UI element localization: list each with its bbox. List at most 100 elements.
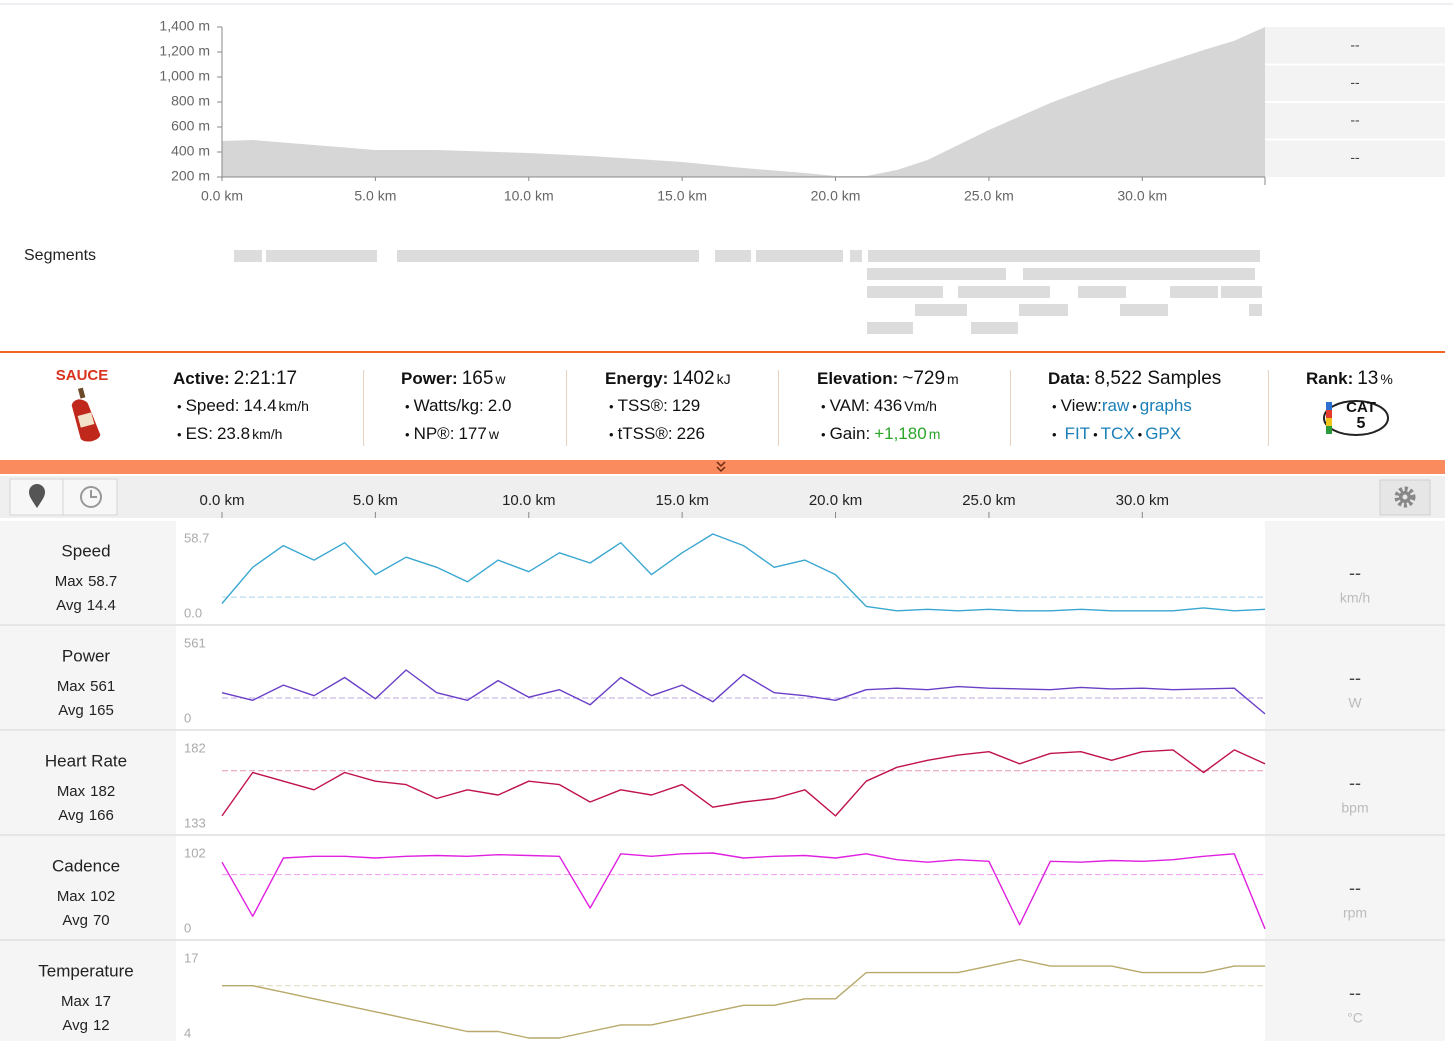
item-label: Watts/kg:: [413, 396, 484, 415]
segment[interactable]: [868, 250, 1260, 262]
item-value: 436: [873, 396, 903, 415]
y-tick-label: 58.7: [184, 530, 209, 545]
stream-max: Max 58.7: [55, 573, 118, 590]
stat-label: Active:: [173, 369, 230, 388]
item-label: tTSS®:: [617, 424, 673, 443]
segment[interactable]: [867, 286, 943, 298]
side-value: --: [1350, 149, 1360, 165]
stream-side-panel: [1265, 521, 1445, 625]
y-tick-label: 1,200 m: [159, 43, 210, 59]
max-label: Max: [61, 993, 90, 1010]
segment[interactable]: [1023, 268, 1255, 280]
side-unit: bpm: [1341, 800, 1368, 816]
segment[interactable]: [850, 250, 862, 262]
max-value: 17: [94, 993, 111, 1010]
max-value: 182: [90, 783, 115, 800]
stat-value: 2:21:17: [233, 368, 298, 389]
x-tick-label: 0.0 km: [201, 188, 243, 204]
max-value: 102: [90, 888, 115, 905]
stat-item: tTSS®:226: [605, 420, 731, 448]
y-tick-label: 0: [184, 920, 191, 935]
segment[interactable]: [1120, 304, 1168, 316]
export-link[interactable]: GPX: [1135, 424, 1181, 443]
stream-avg: Avg 12: [62, 1017, 109, 1034]
item-label: VAM:: [829, 396, 870, 415]
stream-label-panel: [0, 731, 176, 835]
stream-title: Cadence: [52, 856, 120, 875]
stat-unit: %: [1380, 371, 1393, 387]
max-value: 561: [90, 678, 115, 695]
x-tick-label: 30.0 km: [1117, 188, 1167, 204]
stat-item: View:rawgraphs: [1048, 392, 1221, 420]
segment[interactable]: [1019, 304, 1068, 316]
item-unit: w: [488, 426, 499, 442]
segment[interactable]: [715, 250, 751, 262]
x-tick-label: 10.0 km: [502, 492, 555, 509]
segments-label: Segments: [24, 247, 96, 264]
segment[interactable]: [756, 250, 843, 262]
segment[interactable]: [234, 250, 262, 262]
segment[interactable]: [1249, 304, 1262, 316]
collapse-icon[interactable]: [716, 461, 726, 473]
y-tick-label: 1,000 m: [159, 68, 210, 84]
item-unit: Vm/h: [904, 398, 937, 414]
stat-head: Rank: 13%: [1306, 366, 1393, 392]
cat-badge: CAT 5: [1323, 399, 1389, 436]
stat-item: FITTCXGPX: [1048, 420, 1221, 448]
export-link[interactable]: FIT: [1064, 424, 1091, 443]
segments: [234, 250, 1262, 334]
segment[interactable]: [971, 322, 1018, 334]
stream-avg: Avg 70: [62, 912, 109, 929]
stat-column: Active:2:21:17Speed:14.4km/hES:23.8km/h: [173, 366, 309, 448]
stream-label-panel: [0, 521, 176, 625]
segment[interactable]: [1078, 286, 1126, 298]
segment[interactable]: [867, 322, 913, 334]
segment[interactable]: [266, 250, 377, 262]
item-unit: m: [928, 426, 941, 442]
y-tick-label: 200 m: [171, 168, 210, 184]
brand: SAUCE: [56, 367, 109, 384]
stream-plot-bg: [176, 941, 1265, 1041]
segment[interactable]: [915, 304, 967, 316]
item-label: NP®:: [413, 424, 455, 443]
x-tick-label: 30.0 km: [1116, 492, 1169, 509]
stream-line: [221, 749, 1266, 817]
stream-title: Heart Rate: [45, 751, 127, 770]
stream-title: Power: [62, 646, 111, 665]
item-value: 129: [671, 396, 701, 415]
stat-value: 13: [1357, 368, 1379, 389]
export-link[interactable]: graphs: [1129, 396, 1192, 415]
export-link[interactable]: raw: [1101, 396, 1130, 415]
y-tick-label: 1,400 m: [159, 18, 210, 34]
y-tick-label: 102: [184, 845, 206, 860]
stream-line: [221, 669, 1266, 715]
max-value: 58.7: [88, 573, 117, 590]
y-tick-label: 4: [184, 1025, 191, 1040]
export-link[interactable]: TCX: [1090, 424, 1135, 443]
stream-label-panel: [0, 941, 176, 1041]
stream-line: [221, 852, 1266, 930]
side-value: --: [1349, 563, 1361, 583]
stat-label: Energy:: [605, 369, 669, 388]
item-label: View:: [1060, 396, 1102, 415]
segment[interactable]: [397, 250, 699, 262]
toolbar: [0, 476, 1445, 518]
segment[interactable]: [1170, 286, 1218, 298]
elevation-area: [222, 27, 1265, 177]
stat-label: Data:: [1048, 369, 1091, 388]
collapse-bar[interactable]: [0, 460, 1445, 474]
segment[interactable]: [958, 286, 1050, 298]
avg-value: 12: [93, 1017, 110, 1034]
item-label: Gain:: [829, 424, 871, 443]
y-tick-label: 400 m: [171, 143, 210, 159]
stats-panel: Active:2:21:17Speed:14.4km/hES:23.8km/hP…: [0, 354, 1453, 460]
item-value: 226: [676, 424, 705, 443]
x-tick-label: 20.0 km: [811, 188, 861, 204]
max-label: Max: [55, 573, 84, 590]
avg-label: Avg: [62, 912, 88, 929]
segment[interactable]: [1221, 286, 1262, 298]
stream-label-panel: [0, 626, 176, 730]
y-tick-label: 0: [184, 710, 191, 725]
segment[interactable]: [867, 268, 1006, 280]
